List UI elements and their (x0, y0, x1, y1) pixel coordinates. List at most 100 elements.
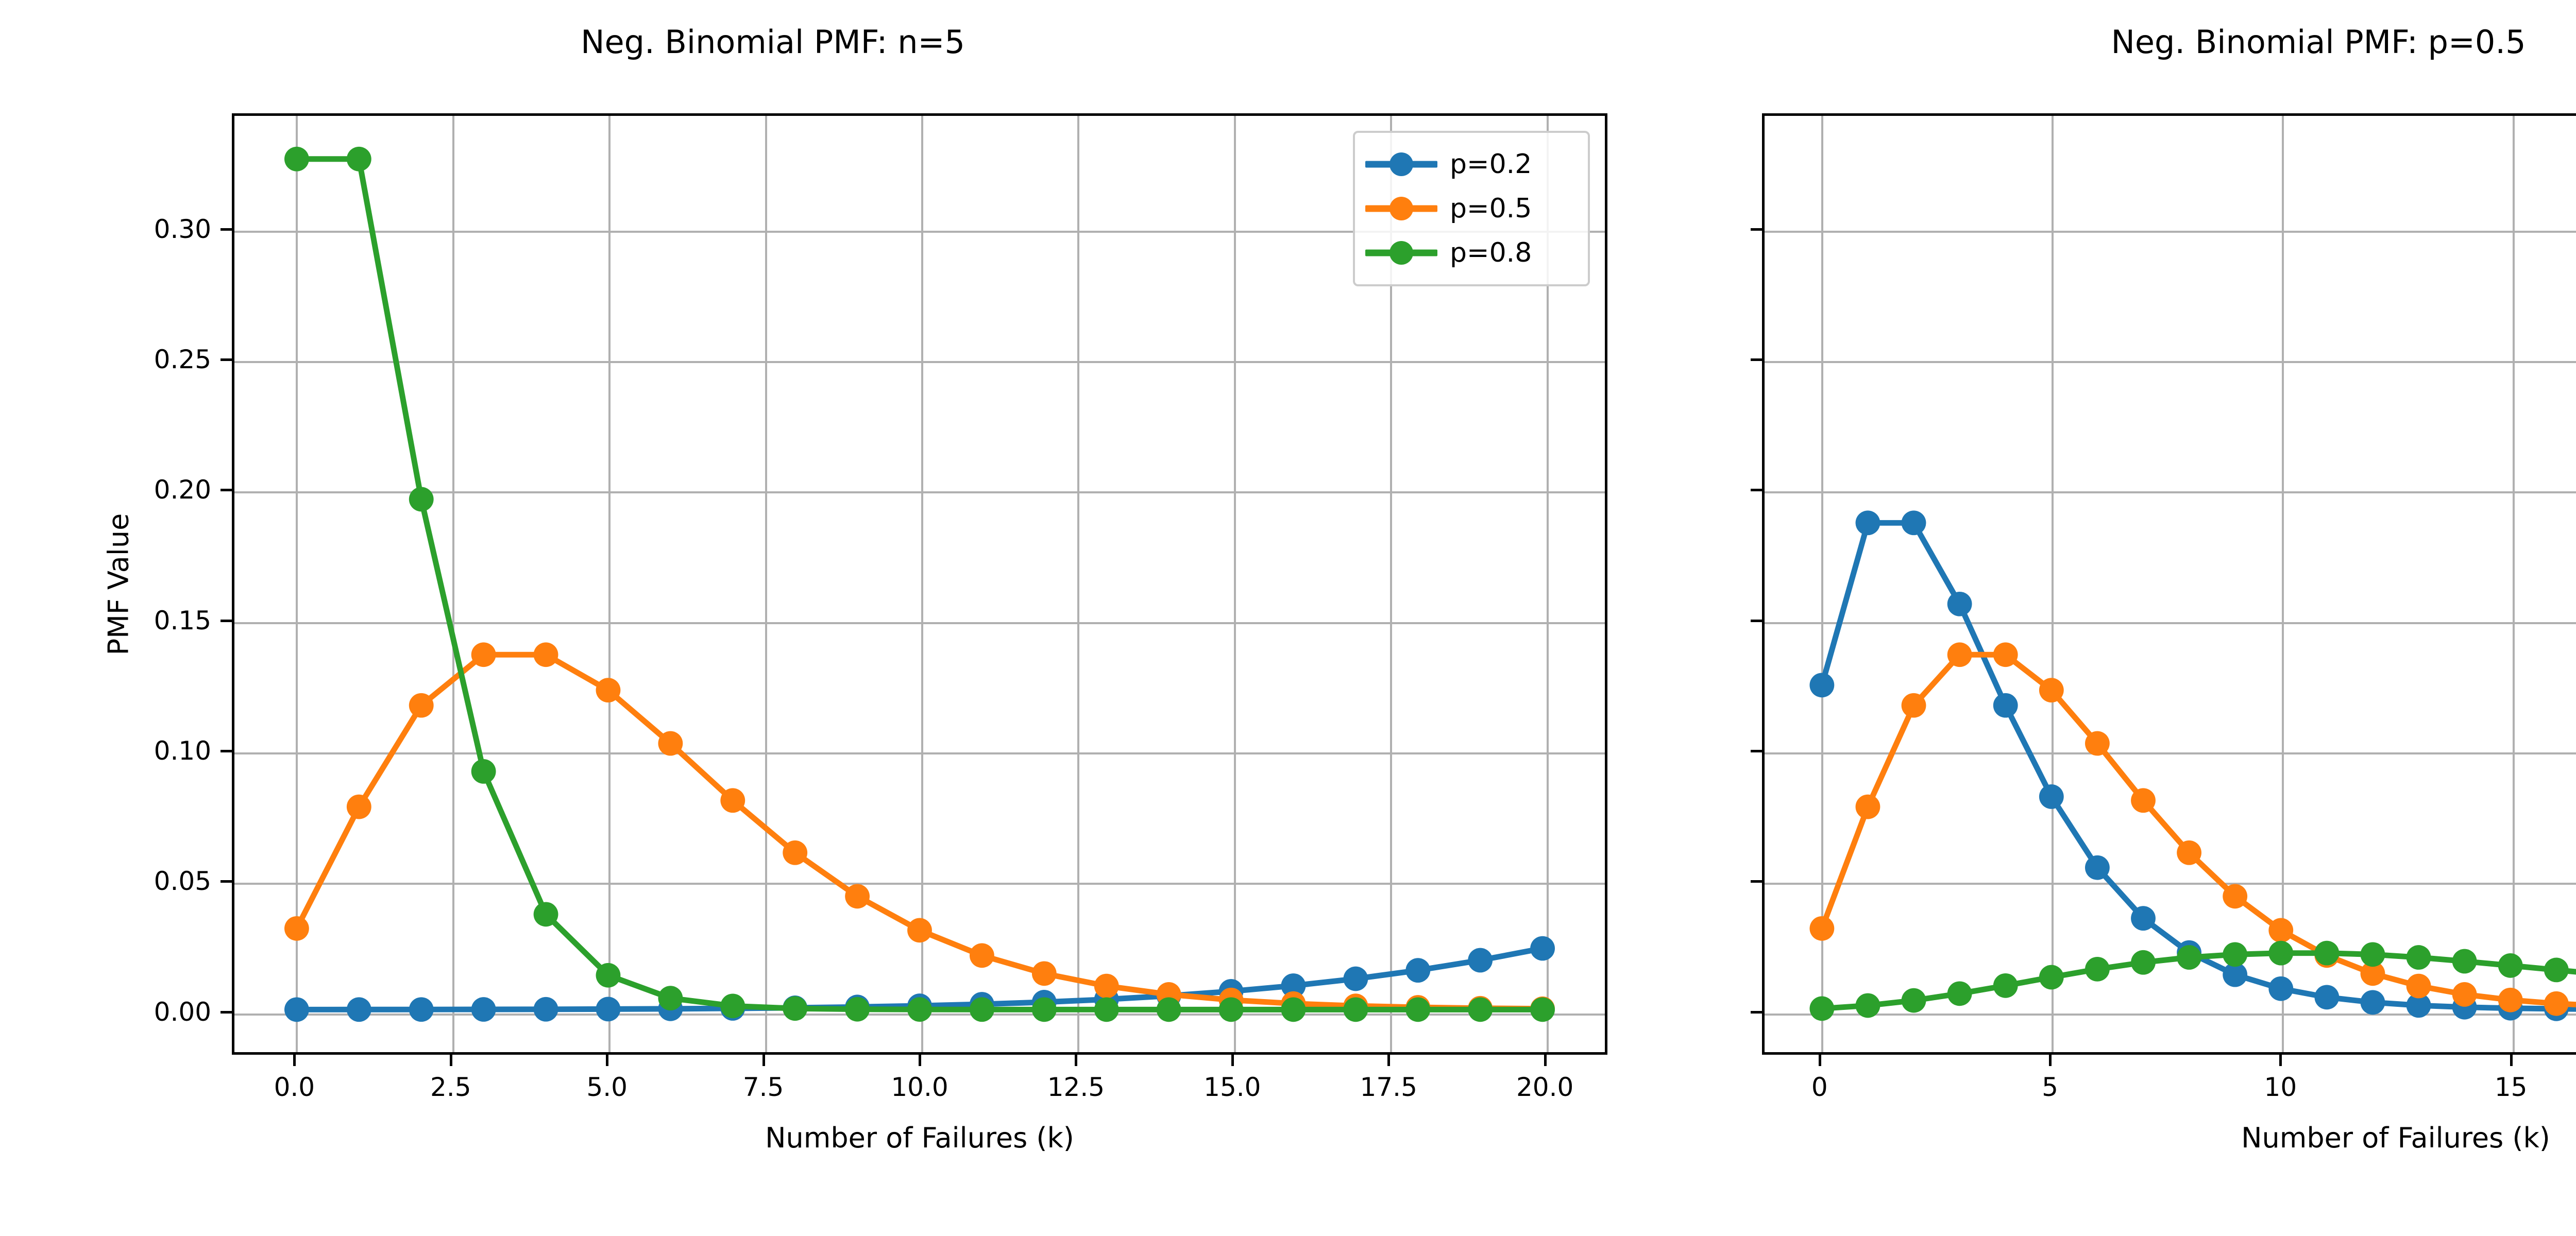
series-line (1819, 520, 2576, 1012)
legend-dot-icon (1389, 152, 1413, 176)
x-tick-label: 5 (2042, 1072, 2058, 1102)
data-point-marker (1281, 973, 1306, 998)
plot-inner (1765, 116, 2576, 1052)
data-point-marker (2498, 987, 2523, 1012)
data-point-marker (1947, 591, 1972, 616)
data-point-marker (1855, 993, 1880, 1018)
gridline-vertical (452, 116, 454, 1052)
gridline-vertical (2512, 116, 2515, 1052)
panel-title: Neg. Binomial PMF: p=0.5 (2111, 23, 2526, 61)
data-point-marker (1901, 510, 1926, 536)
x-tick-mark (606, 1055, 609, 1066)
series-layer (284, 146, 1555, 1022)
data-point-marker (2452, 982, 2477, 1007)
legend-item[interactable]: p=0.5 (1365, 186, 1574, 231)
data-point-marker (2039, 965, 2064, 990)
y-tick-mark (1751, 619, 1762, 622)
data-point-marker (1405, 958, 1431, 983)
data-point-marker (1993, 693, 2018, 718)
legend-marker-icon (1365, 241, 1437, 265)
data-point-marker (2498, 953, 2523, 978)
y-tick-label: 0.10 (154, 736, 211, 766)
gridline-horizontal (234, 883, 1605, 885)
data-point-marker (1993, 973, 2018, 998)
data-point-marker (1405, 997, 1431, 1022)
legend-item[interactable]: p=0.2 (1365, 142, 1574, 186)
data-point-marker (2223, 962, 2248, 987)
data-point-marker (2268, 940, 2294, 966)
y-tick-mark (1751, 750, 1762, 753)
y-axis-label: PMF Value (15, 513, 222, 655)
y-tick-label: 0.15 (154, 605, 211, 636)
legend-item[interactable]: p=0.8 (1365, 231, 1574, 275)
y-tick-mark (221, 619, 232, 622)
data-point-marker (346, 794, 371, 819)
gridline-vertical (1390, 116, 1393, 1052)
data-point-marker (1094, 973, 1119, 999)
data-point-marker (2314, 940, 2340, 966)
gridline-vertical (608, 116, 611, 1052)
gridline-horizontal (234, 752, 1605, 755)
plot-inner (234, 116, 1605, 1052)
chart-panel-right: Neg. Binomial PMF: p=0.50510152025Number… (1546, 0, 2576, 1236)
data-point-marker (1901, 988, 1926, 1013)
gridline-vertical (2282, 116, 2284, 1052)
data-point-marker (284, 146, 309, 171)
y-tick-mark (221, 880, 232, 883)
data-point-marker (2544, 957, 2569, 983)
data-point-marker (2544, 991, 2569, 1016)
data-point-marker (969, 943, 994, 968)
data-point-marker (845, 884, 870, 909)
data-point-marker (1343, 997, 1368, 1022)
x-tick-label: 20.0 (1516, 1072, 1574, 1102)
data-point-marker (2314, 985, 2340, 1010)
data-point-marker (1947, 981, 1972, 1006)
data-point-marker (1947, 642, 1972, 667)
data-point-marker (2039, 678, 2064, 703)
data-point-marker (969, 997, 994, 1022)
data-point-marker (1218, 997, 1244, 1022)
y-tick-mark (1751, 880, 1762, 883)
x-tick-label: 0 (1811, 1072, 1828, 1102)
data-point-marker (2406, 973, 2431, 999)
panel-title: Neg. Binomial PMF: n=5 (581, 23, 965, 61)
data-point-marker (2360, 961, 2385, 986)
data-point-marker (1031, 997, 1057, 1022)
x-tick-mark (449, 1055, 452, 1066)
gridline-vertical (1077, 116, 1080, 1052)
data-point-marker (1855, 510, 1880, 536)
data-point-marker (658, 731, 683, 756)
y-tick-mark (221, 750, 232, 753)
data-point-marker (2177, 945, 2201, 970)
gridline-horizontal (1765, 230, 2576, 233)
data-point-marker (596, 963, 621, 988)
data-point-marker (2223, 884, 2248, 909)
legend[interactable]: p=0.2 p=0.5 p=0.8 (1353, 131, 1590, 286)
data-point-marker (1809, 673, 1835, 698)
data-point-marker (907, 918, 932, 943)
data-point-marker (409, 997, 434, 1022)
y-tick-mark (1751, 228, 1762, 231)
x-tick-label: 10 (2264, 1072, 2297, 1102)
y-tick-mark (221, 358, 232, 361)
gridline-vertical (1233, 116, 1236, 1052)
gridline-horizontal (234, 360, 1605, 363)
data-point-marker (2406, 945, 2431, 970)
series-layer (1809, 510, 2576, 1021)
x-tick-mark (293, 1055, 296, 1066)
x-tick-mark (1818, 1055, 1821, 1066)
data-point-marker (2406, 993, 2431, 1018)
legend-dot-icon (1389, 197, 1413, 220)
legend-marker-icon (1365, 152, 1437, 176)
data-point-marker (2131, 906, 2156, 931)
x-tick-mark (2510, 1055, 2513, 1066)
gridline-horizontal (1765, 752, 2576, 755)
x-tick-label: 0.0 (274, 1072, 315, 1102)
data-point-marker (346, 997, 371, 1022)
gridline-vertical (2052, 116, 2054, 1052)
y-tick-label: 0.25 (154, 344, 211, 374)
data-point-marker (783, 996, 808, 1021)
y-tick-label: 0.20 (154, 475, 211, 505)
y-tick-mark (221, 1010, 232, 1014)
x-tick-mark (1231, 1055, 1234, 1066)
